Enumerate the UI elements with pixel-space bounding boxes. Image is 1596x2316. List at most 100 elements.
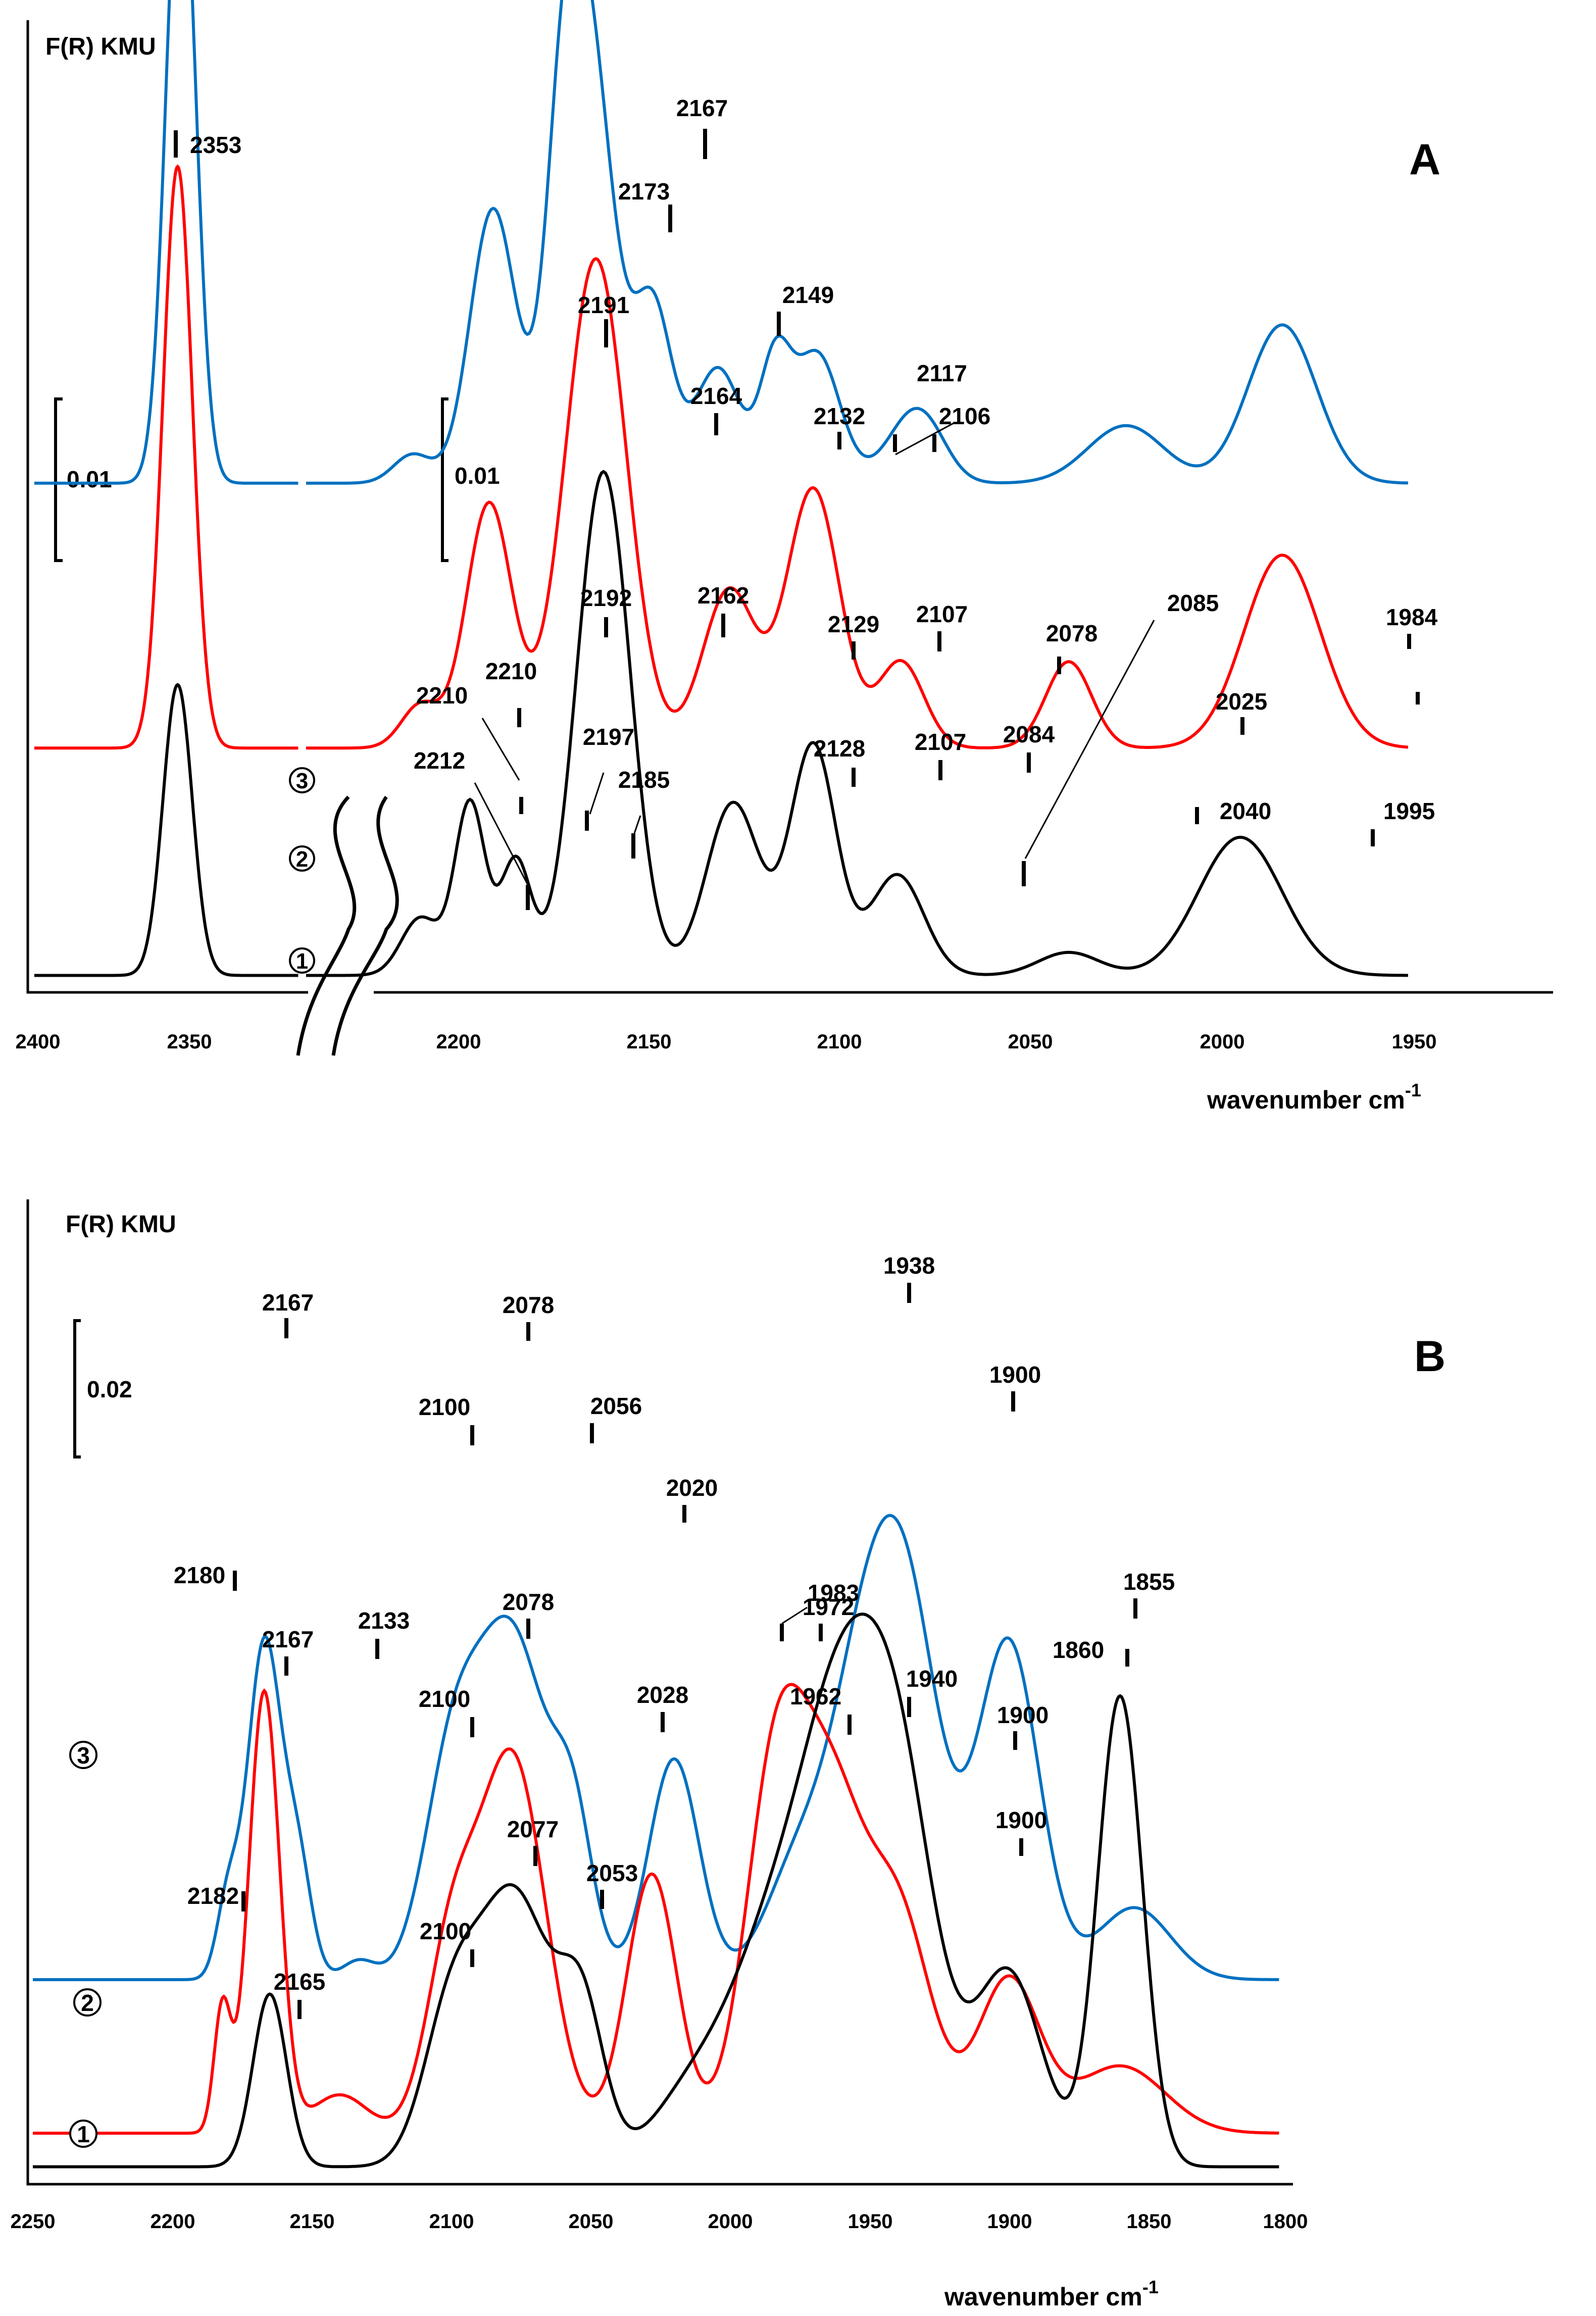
panel-b-xtick: 2050 — [569, 2210, 614, 2233]
panel-a-xtick: 2050 — [1008, 1031, 1053, 1053]
peak-label: 2020 — [666, 1475, 718, 1501]
panel-a: F(R) KMU A 0.01 0.01 2400 2350 2200 2150… — [16, 0, 1553, 1114]
peak-label: 2106 — [939, 403, 990, 429]
panel-b: F(R) KMU B 0.02 2250 2200 2150 2100 2050… — [11, 1199, 1445, 2311]
peak-label: 2028 — [637, 1682, 688, 1708]
panel-a-scale-bar-left — [54, 397, 63, 562]
panel-a-series-3-label: 3 — [289, 767, 315, 793]
panel-b-series-3-label: 3 — [69, 1741, 97, 1769]
panel-a-series-2-label: 2 — [289, 845, 315, 872]
peak-label: 2078 — [503, 1292, 554, 1318]
panel-a-series-3-right — [306, 0, 1408, 485]
panel-b-series-1-label: 1 — [69, 2120, 97, 2148]
panel-b-scale-bar — [73, 1319, 81, 1458]
peak-label: 2132 — [814, 403, 865, 429]
peak-label: 2107 — [915, 729, 966, 755]
peak-label: 1962 — [790, 1683, 841, 1709]
panel-b-series-2-label: 2 — [73, 1988, 102, 2017]
peak-label: 2100 — [420, 1918, 471, 1944]
peak-label: 2085 — [1167, 590, 1219, 616]
peak-label: 2056 — [590, 1393, 642, 1419]
svg-text:2: 2 — [81, 1990, 94, 2016]
peak-label: 2025 — [1216, 688, 1267, 715]
peak-label: 1900 — [997, 1702, 1049, 1728]
peak-label: 2212 — [414, 747, 465, 774]
panel-a-xtick: 2400 — [16, 1031, 61, 1053]
peak-label: 2084 — [1003, 721, 1055, 747]
svg-text:1: 1 — [77, 2121, 90, 2147]
peak-label: 2167 — [262, 1289, 314, 1316]
panel-b-xtick: 2150 — [290, 2210, 335, 2233]
panel-a-ylabel: F(R) KMU — [45, 33, 156, 60]
panel-b-xtick: 1950 — [848, 2210, 893, 2233]
peak-label: 1972 — [803, 1594, 854, 1620]
peak-label: 2133 — [358, 1607, 410, 1634]
peak-label: 2197 — [583, 724, 634, 750]
panel-a-axis — [26, 20, 1553, 994]
peak-label: 2167 — [676, 95, 728, 121]
peak-label: 2128 — [814, 735, 865, 762]
panel-a-xlabel-sup: -1 — [1405, 1080, 1421, 1100]
leader-line — [1024, 620, 1155, 859]
panel-b-series-3 — [33, 1514, 1279, 1981]
peak-label: 1900 — [995, 1807, 1047, 1833]
peak-label: 2165 — [274, 1969, 325, 1995]
leader-line — [633, 815, 641, 834]
peak-label: 2077 — [507, 1816, 559, 1842]
peak-label: 2117 — [917, 360, 967, 386]
peak-label: 2107 — [916, 601, 968, 627]
panel-a-scale-label-left: 0.01 — [67, 466, 112, 492]
panel-b-xtick: 2250 — [11, 2210, 56, 2233]
panel-a-xtick: 2200 — [436, 1031, 481, 1053]
panel-a-scale-bar-right — [441, 397, 448, 562]
peak-label: 2353 — [190, 132, 241, 158]
panel-a-label: A — [1409, 135, 1440, 184]
panel-b-peak-markers — [233, 1283, 1137, 2019]
panel-a-series-3-left — [34, 0, 298, 485]
peak-label: 2129 — [828, 611, 879, 637]
peak-label: 2191 — [578, 292, 629, 318]
panel-a-peak-markers — [174, 129, 1420, 910]
panel-a-series-2-right — [306, 257, 1409, 750]
peak-label: 1900 — [989, 1362, 1041, 1388]
panel-b-xlabel-text: wavenumber cm — [944, 2283, 1142, 2311]
panel-a-xtick: 2350 — [167, 1031, 212, 1053]
panel-a-xlabel-text: wavenumber cm — [1207, 1086, 1405, 1114]
panel-a-xtick: 1950 — [1392, 1031, 1437, 1053]
peak-label: 2210 — [485, 658, 537, 684]
panel-a-series-1-right — [306, 470, 1408, 977]
peak-label: 2078 — [1046, 620, 1098, 646]
peak-label: 1938 — [883, 1252, 935, 1279]
panel-b-axis — [26, 1199, 1293, 2186]
panel-b-ylabel: F(R) KMU — [66, 1211, 176, 1238]
axis-break-left-mark — [296, 795, 357, 1056]
leader-line — [481, 718, 520, 781]
panel-b-series-2 — [33, 1683, 1279, 2135]
svg-text:3: 3 — [296, 769, 308, 793]
panel-b-xtick: 2100 — [429, 2210, 474, 2233]
panel-b-xtick: 1800 — [1263, 2210, 1308, 2233]
panel-b-label: B — [1414, 1332, 1445, 1381]
peak-label: 2100 — [419, 1394, 470, 1420]
peak-label: 2149 — [782, 282, 834, 308]
panel-a-xtick: 2000 — [1200, 1031, 1245, 1053]
peak-label: 2210 — [416, 682, 468, 709]
panel-a-series-1-left — [34, 683, 298, 977]
panel-b-xlabel: wavenumber cm-1 — [944, 2277, 1159, 2311]
svg-text:2: 2 — [296, 847, 308, 872]
peak-label: 2053 — [586, 1860, 638, 1886]
panel-a-xtick: 2100 — [817, 1031, 862, 1053]
svg-text:1: 1 — [296, 949, 308, 974]
peak-label: 2100 — [419, 1686, 470, 1712]
panel-a-series-1-label: 1 — [289, 947, 315, 974]
peak-label: 2182 — [187, 1883, 239, 1909]
panel-b-xtick: 2000 — [708, 2210, 753, 2233]
peak-label: 2185 — [618, 767, 670, 793]
panel-b-series-1 — [33, 1613, 1279, 2169]
peak-label: 2167 — [262, 1626, 314, 1652]
peak-label: 1940 — [906, 1666, 958, 1692]
panel-a-series-2-left — [34, 164, 298, 750]
leader-line — [895, 422, 954, 456]
peak-label: 1995 — [1383, 798, 1435, 824]
